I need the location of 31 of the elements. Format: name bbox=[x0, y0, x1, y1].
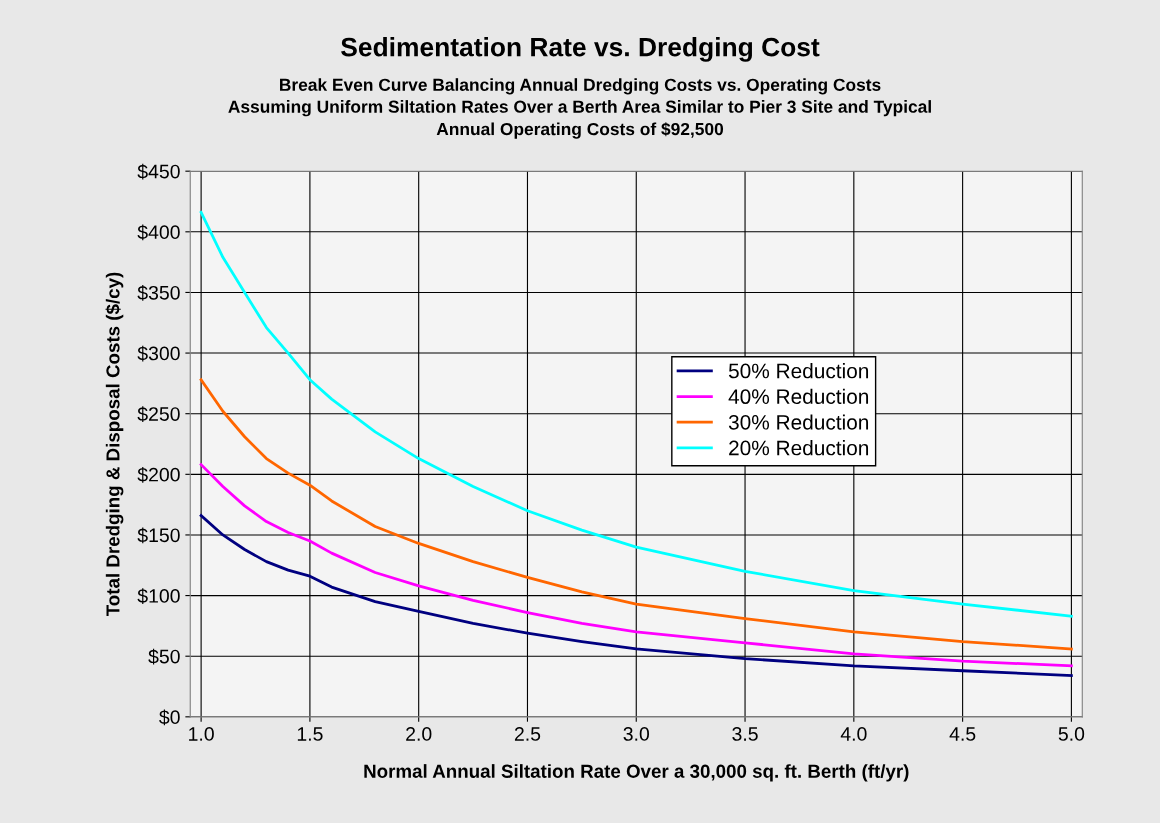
y-tick-label: $50 bbox=[148, 648, 180, 665]
y-tick-label: $450 bbox=[137, 163, 180, 180]
x-tick-label: 1.0 bbox=[189, 727, 214, 741]
chart-subtitle: Break Even Curve Balancing Annual Dredging Costs vs. Operating Costs Assuming Uniform Siltation Rates Over a Berth Area Similar to Pier 3 Site and Typical Annual Operating Costs of $92,500 bbox=[228, 78, 931, 139]
legend-label: 40% Reduction bbox=[728, 388, 869, 405]
line-series bbox=[199, 211, 1073, 618]
x-tick-label: 3.0 bbox=[623, 727, 650, 741]
y-tick-label: $0 bbox=[159, 709, 180, 726]
chart-title: Sedimentation Rate vs. Dredging Cost bbox=[341, 37, 820, 62]
y-tick-label: $200 bbox=[137, 466, 180, 483]
y-tick-label: $250 bbox=[137, 406, 180, 423]
y-tick-label: $300 bbox=[137, 345, 180, 362]
y-tick-label: $100 bbox=[137, 588, 180, 604]
line-series bbox=[199, 514, 1073, 677]
y-tick-label: $350 bbox=[137, 285, 180, 301]
x-tick-label: 4.5 bbox=[949, 727, 976, 741]
y-tick-label: $150 bbox=[137, 527, 180, 544]
x-tick-label: 2.5 bbox=[514, 727, 541, 741]
legend-label: 20% Reduction bbox=[729, 440, 869, 456]
line-series bbox=[199, 463, 1073, 668]
legend-label: 50% Reduction bbox=[728, 363, 869, 379]
x-tick-label: 4.0 bbox=[840, 727, 867, 741]
line-series bbox=[199, 378, 1073, 651]
y-tick-label: $400 bbox=[137, 224, 180, 241]
x-tick-label: 1.5 bbox=[297, 727, 323, 741]
x-tick-label: 5.0 bbox=[1058, 727, 1085, 741]
x-tick-label: 3.5 bbox=[732, 727, 758, 741]
x-tick-label: 2.0 bbox=[406, 727, 432, 741]
y-axis-title: Total Dredging & Disposal Costs ($/cy) bbox=[105, 272, 124, 617]
x-axis-title: Normal Annual Siltation Rate Over a 30,000 sq. ft. Berth (ft/yr) bbox=[364, 764, 909, 782]
legend-label: 30% Reduction bbox=[728, 414, 869, 430]
